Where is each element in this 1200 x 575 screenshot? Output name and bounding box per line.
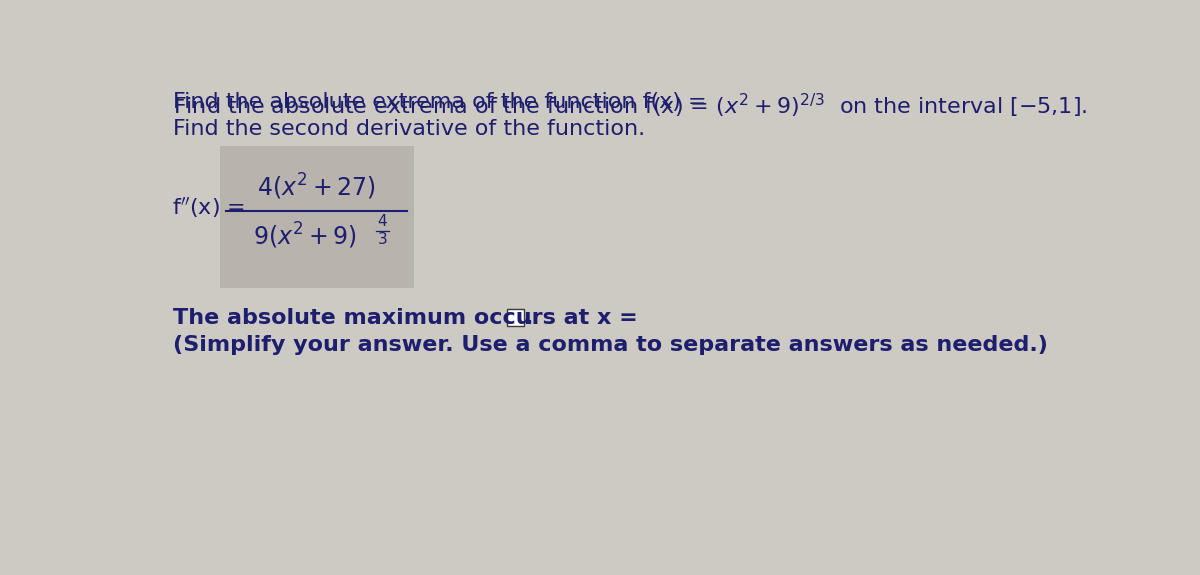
Text: Find the absolute extrema of the function f(x) = $(x^2 +9)^{2/3}$  on the interv: Find the absolute extrema of the functio…	[173, 92, 1087, 120]
Text: $4(x^2 +27)$: $4(x^2 +27)$	[257, 172, 376, 202]
Bar	[506, 309, 523, 326]
Text: 3: 3	[378, 232, 388, 247]
Text: .: .	[526, 308, 534, 328]
Text: f$''$(x) =: f$''$(x) =	[172, 196, 245, 220]
Text: The absolute maximum occurs at x =: The absolute maximum occurs at x =	[173, 308, 638, 328]
Text: Find the absolute extrema of the function f(x) =: Find the absolute extrema of the functio…	[173, 92, 714, 112]
Text: $9(x^2+9)$: $9(x^2+9)$	[253, 221, 356, 251]
Text: 4: 4	[378, 214, 388, 229]
Text: (Simplify your answer. Use a comma to separate answers as needed.): (Simplify your answer. Use a comma to se…	[173, 335, 1048, 355]
Text: Find the second derivative of the function.: Find the second derivative of the functi…	[173, 119, 646, 139]
Bar	[220, 146, 414, 289]
